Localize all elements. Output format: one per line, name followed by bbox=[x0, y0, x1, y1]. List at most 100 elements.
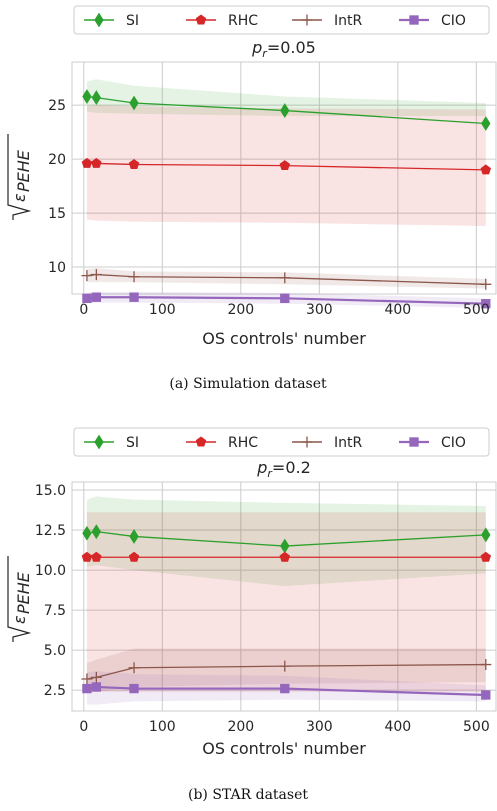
point-si bbox=[91, 524, 102, 540]
title-sub: r bbox=[267, 467, 273, 480]
series-markers bbox=[81, 89, 492, 309]
point-cio bbox=[129, 683, 139, 694]
x-tick-labels: 0 100 200 300 400 500 bbox=[79, 719, 489, 735]
x-tick-label: 400 bbox=[384, 302, 411, 318]
legend-marker-si bbox=[94, 434, 104, 450]
chart-simulation: SI RHC IntR CIO pr=0.05 0 100 200 300 400 500 10… bbox=[7, 5, 497, 392]
y-tick-label: 12.5 bbox=[35, 523, 66, 539]
point-rhc bbox=[279, 160, 291, 171]
x-tick-label: 0 bbox=[79, 719, 88, 735]
y-tick-label: 25 bbox=[48, 98, 66, 114]
x-tick-label: 200 bbox=[227, 302, 254, 318]
legend: SI RHC IntR CIO bbox=[73, 427, 490, 457]
point-cio bbox=[481, 690, 491, 700]
point-rhc bbox=[81, 157, 93, 168]
sqrt-sign bbox=[7, 134, 32, 220]
sqrt-sign bbox=[7, 556, 32, 642]
legend-marker-si bbox=[94, 12, 104, 28]
legend-marker-rhc bbox=[195, 14, 207, 25]
point-intr bbox=[279, 272, 291, 284]
title-var: p bbox=[256, 458, 267, 477]
point-rhc bbox=[128, 159, 140, 169]
point-intr bbox=[81, 270, 93, 282]
band-si bbox=[86, 79, 486, 116]
confidence-bands bbox=[86, 496, 486, 705]
x-tick-label: 100 bbox=[149, 719, 176, 735]
x-axis-label: OS controls' number bbox=[202, 329, 366, 348]
point-intr bbox=[90, 671, 102, 683]
y-axis-label: ε PEHE bbox=[7, 134, 33, 220]
caption-a: (a) Simulation dataset bbox=[169, 376, 327, 392]
point-intr bbox=[128, 271, 140, 283]
point-si bbox=[280, 103, 290, 118]
x-tick-label: 300 bbox=[306, 302, 333, 318]
title-sub: r bbox=[262, 47, 268, 60]
point-intr bbox=[81, 673, 93, 685]
y-tick-label: 5.0 bbox=[44, 643, 66, 659]
point-si bbox=[91, 90, 102, 106]
x-axis-label: OS controls' number bbox=[202, 739, 366, 758]
x-tick-label: 100 bbox=[149, 302, 176, 318]
chart-title: pr=0.05 bbox=[251, 38, 316, 60]
y-tick-label: 10.0 bbox=[35, 563, 66, 579]
point-cio bbox=[280, 293, 290, 303]
y-tick-label: 2.5 bbox=[44, 683, 66, 699]
x-tick-label: 500 bbox=[463, 719, 490, 735]
legend-label-cio: CIO bbox=[441, 435, 466, 451]
legend-marker-intr bbox=[301, 436, 313, 448]
y-label-subscript: PEHE bbox=[14, 571, 33, 614]
legend-label-intr: IntR bbox=[334, 435, 362, 451]
legend-label-cio: CIO bbox=[441, 13, 466, 29]
series-markers bbox=[81, 524, 492, 700]
y-tick-label: 20 bbox=[48, 152, 66, 168]
title-var: p bbox=[251, 38, 262, 57]
legend-label-si: SI bbox=[126, 13, 139, 29]
x-tick-label: 400 bbox=[384, 719, 411, 735]
legend-label-rhc: RHC bbox=[228, 435, 258, 451]
y-tick-label: 7.5 bbox=[44, 603, 66, 619]
point-cio bbox=[82, 293, 92, 303]
x-tick-label: 0 bbox=[79, 302, 88, 318]
point-rhc bbox=[480, 164, 492, 175]
x-tick-label: 200 bbox=[227, 719, 254, 735]
point-si bbox=[280, 538, 290, 554]
legend: SI RHC IntR CIO bbox=[73, 5, 490, 35]
title-rest: =0.2 bbox=[272, 458, 311, 477]
band-intr bbox=[86, 648, 486, 692]
point-rhc bbox=[91, 157, 102, 168]
y-label-epsilon: ε bbox=[10, 193, 29, 202]
chart-title: pr=0.2 bbox=[256, 458, 311, 480]
point-cio bbox=[129, 292, 139, 302]
point-si bbox=[129, 529, 139, 544]
point-si bbox=[481, 116, 491, 131]
point-rhc bbox=[81, 551, 93, 562]
y-tick-labels: 10 15 20 25 bbox=[48, 98, 66, 276]
point-intr bbox=[480, 278, 492, 290]
point-si bbox=[82, 525, 92, 541]
point-rhc bbox=[128, 551, 140, 562]
point-intr bbox=[279, 660, 291, 672]
point-cio bbox=[91, 292, 102, 302]
point-rhc bbox=[480, 551, 492, 562]
x-tick-label: 500 bbox=[463, 302, 490, 318]
point-rhc bbox=[279, 551, 291, 562]
y-tick-label: 15 bbox=[48, 206, 66, 222]
point-si bbox=[82, 89, 92, 104]
y-tick-label: 10 bbox=[48, 260, 66, 276]
legend-label-rhc: RHC bbox=[228, 13, 258, 29]
legend-marker-intr bbox=[301, 14, 313, 26]
x-tick-labels: 0 100 200 300 400 500 bbox=[79, 302, 489, 318]
point-cio bbox=[91, 682, 102, 692]
point-cio bbox=[280, 683, 290, 694]
plot-area bbox=[71, 61, 497, 295]
plot-area bbox=[71, 481, 497, 712]
point-cio bbox=[481, 299, 491, 309]
legend-label-intr: IntR bbox=[334, 13, 362, 29]
point-cio bbox=[82, 683, 92, 694]
y-tick-labels: 2.5 5.0 7.5 10.0 12.5 15.0 bbox=[35, 483, 66, 699]
y-label-subscript: PEHE bbox=[14, 149, 33, 192]
point-intr bbox=[128, 662, 140, 674]
point-rhc bbox=[91, 551, 102, 562]
point-intr bbox=[90, 269, 102, 281]
point-si bbox=[129, 95, 139, 111]
